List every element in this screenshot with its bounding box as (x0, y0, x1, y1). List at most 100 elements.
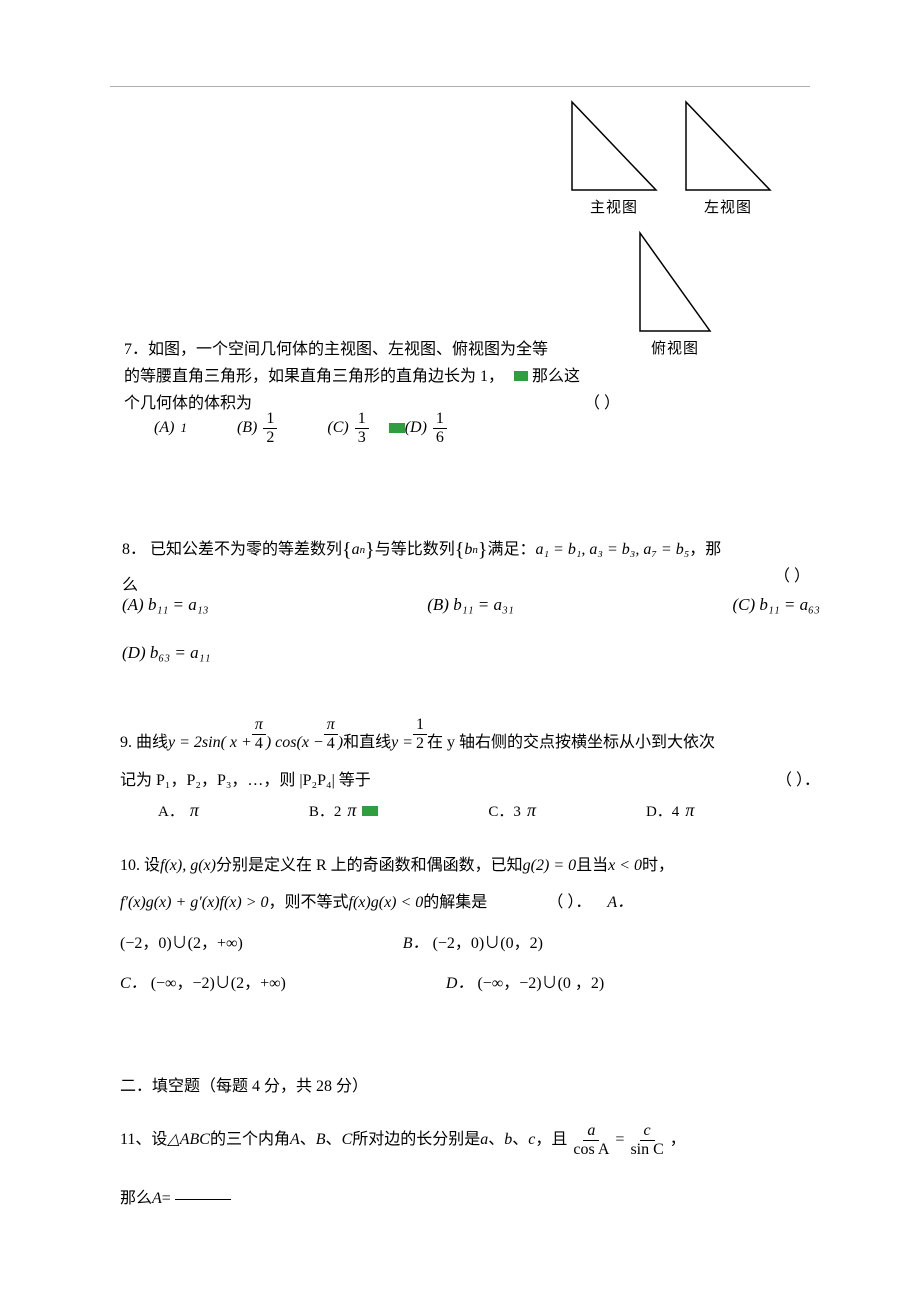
three-view-figure: 主视图 左视图 俯视图 (570, 100, 772, 358)
q9-option-d: D．4 π (646, 800, 694, 821)
q7-opt-b-label: (B) (237, 419, 257, 437)
q7-opt-d-fraction: 1 6 (433, 410, 447, 446)
q11-frac-left-den: cos A (569, 1141, 613, 1159)
q10-g2: g(2) = 0 (523, 848, 576, 885)
q8-mid1: 与等比数列 (375, 534, 455, 566)
q8-opt-a-eq: b₁₁ = a₁₃ (148, 595, 209, 614)
q9-mid: 和直线 (343, 733, 391, 752)
q9-pi-1: π (252, 716, 266, 735)
q10-line2: f′(x)g(x) + g′(x)f(x) > 0 ，则不等式 f(x)g(x)… (120, 885, 820, 922)
highlight-marker-icon (389, 423, 405, 433)
q9-opt-a-pi: π (190, 800, 199, 821)
q7-opt-b-fraction: 1 2 (263, 410, 277, 446)
q7-opt-a-value: 1 (180, 420, 187, 436)
left-view-block: 左视图 (684, 100, 772, 217)
q11-frac-left: a cos A (569, 1122, 613, 1158)
q11-line2-eq: = (162, 1181, 171, 1218)
q11-sep4: 、 (512, 1122, 528, 1159)
q8-brace-close-2: } (478, 530, 488, 570)
q10-opt-c-label: C． (120, 975, 147, 992)
q7-line2-b: 那么这 (532, 368, 580, 385)
q9-options-row: A． π B．2 π C．3 π D．4 π (158, 800, 694, 821)
q11-side-b: b (504, 1122, 512, 1159)
q11-answer-blank (175, 1199, 231, 1200)
q9-opt-d-pi: π (685, 800, 694, 821)
q10-line1: 10. 设 f(x), g(x) 分别是定义在 R 上的奇函数和偶函数，已知 g… (120, 848, 820, 885)
q11-side-a: a (480, 1122, 488, 1159)
question-11: 11、设 △ABC 的三个内角 A 、 B 、 C 所对边的长分别是 a 、 b… (120, 1122, 820, 1218)
question-8: 8． 已知公差不为零的等差数列 {an} 与等比数列 {bn} 满足： a₁ =… (122, 530, 820, 602)
q9-option-b: B．2 π (309, 800, 379, 821)
q8-condition: a₁ = b₁, a₃ = b₃, a₇ = b₅ (535, 534, 689, 566)
q11-frac-right-den: sin C (626, 1141, 667, 1159)
section-2-heading: 二．填空题（每题 4 分，共 28 分） (120, 1072, 368, 1096)
q10-opt-a-text: (−2，0)∪(2，+∞) (120, 935, 243, 952)
q9-pi-2: π (324, 716, 338, 735)
q10-answer-paren: （ ）． (547, 885, 591, 922)
q10-a-inline-label: A． (607, 885, 633, 922)
q9-frac-pi4-2: π 4 (324, 716, 338, 752)
q9-frac-pi4-1: π 4 (252, 716, 266, 752)
q9-line2: 记为 P₁，P₂，P₃，…，则 |P₂P₄| 等于 （ ）． (120, 766, 820, 790)
top-view-triangle-icon (638, 231, 712, 333)
q7-line2-a: 的等腰直角三角形，如果直角三角形的直角边长为 1， (124, 368, 504, 385)
q11-tri: △ABC (167, 1122, 210, 1159)
q10-option-b: B． (−2，0)∪(0，2) (403, 926, 543, 963)
q9-opt-c-label: C．3 (488, 800, 521, 821)
q7-answer-paren: （ ） (584, 390, 620, 417)
q7-opt-c-den: 3 (355, 429, 369, 447)
q8-mid2: 满足： (487, 534, 535, 566)
q10-mid2: 且当 (576, 848, 608, 885)
q9-option-a: A． π (158, 800, 199, 821)
q7-opt-d-num: 1 (433, 410, 447, 429)
q8-options-row1: (A) b₁₁ = a₁₃ (B) b₁₁ = a₃₁ (C) b₁₁ = a₆… (122, 595, 820, 615)
q8-bn-var: b (464, 534, 472, 566)
q10-option-a: (−2，0)∪(2，+∞) (120, 926, 243, 963)
q11-angle-b: B (316, 1122, 326, 1159)
q8-answer-paren: （ ） (774, 562, 810, 586)
q8-option-c: (C) b₁₁ = a₆₃ (732, 595, 820, 615)
page-top-rule (110, 86, 810, 87)
q10-xlt0: x < 0 (608, 848, 642, 885)
q9-line1: 9. 曲线 y = 2sin( x + π 4 ) cos(x − π 4 ) … (120, 716, 820, 752)
q8-option-a: (A) b₁₁ = a₁₃ (122, 595, 209, 615)
q7-opt-d-den: 6 (433, 429, 447, 447)
q10-mid3: 时， (642, 848, 674, 885)
q11-suffix: ， (670, 1122, 686, 1159)
q8-opt-c-label: (C) (732, 595, 755, 614)
q7-option-d: (D) 1 6 (405, 410, 447, 446)
views-top-row: 主视图 左视图 (570, 100, 772, 217)
q10-option-c: C． (−∞，−2)∪(2，+∞) (120, 966, 286, 1003)
q7-text-line1: 7．如图，一个空间几何体的主视图、左视图、俯视图为全等 (124, 336, 620, 363)
q7-opt-c-fraction: 1 3 (355, 410, 369, 446)
q9-opt-a-label: A． (158, 800, 184, 821)
q11-angle-a: A (290, 1122, 300, 1159)
question-10: 10. 设 f(x), g(x) 分别是定义在 R 上的奇函数和偶函数，已知 g… (120, 848, 820, 1003)
q8-line1: 8． 已知公差不为零的等差数列 {an} 与等比数列 {bn} 满足： a₁ =… (122, 530, 820, 570)
q8-brace-open-2: { (455, 530, 465, 570)
question-9: 9. 曲线 y = 2sin( x + π 4 ) cos(x − π 4 ) … (120, 716, 820, 790)
q10-deriv: f′(x)g(x) + g′(x)f(x) > 0 (120, 885, 269, 922)
q10-opt-c-text: (−∞，−2)∪(2，+∞) (151, 975, 286, 992)
q8-cond-suffix: ，那 (689, 534, 721, 566)
q9-formula1-b: ) cos(x − (266, 733, 324, 752)
q11-answer-var: A (152, 1181, 162, 1218)
q8-opt-b-eq: b₁₁ = a₃₁ (453, 595, 514, 614)
q9-prefix: 9. 曲线 (120, 733, 168, 752)
q9-formula2-a: y = (391, 733, 413, 752)
front-view-triangle-icon (570, 100, 658, 192)
q11-line2: 那么 A = (120, 1181, 820, 1218)
q10-mid5: 的解集是 (423, 885, 487, 922)
q8-opt-d-eq: b₆₃ = a₁₁ (150, 643, 211, 662)
q9-opt-b-label: B．2 (309, 800, 342, 821)
q9-opt-d-label: D．4 (646, 800, 679, 821)
left-view-triangle-icon (684, 100, 772, 192)
q11-sep1: 、 (300, 1122, 316, 1159)
q10-mid4: ，则不等式 (269, 885, 349, 922)
q7-opt-a-label: (A) (154, 419, 174, 437)
q11-mid3: ，且 (535, 1122, 567, 1159)
q9-half-den: 2 (413, 735, 427, 753)
q7-opt-c-num: 1 (355, 410, 369, 429)
q7-option-a: (A) 1 (154, 419, 187, 437)
q11-mid1: 的三个内角 (210, 1122, 290, 1159)
